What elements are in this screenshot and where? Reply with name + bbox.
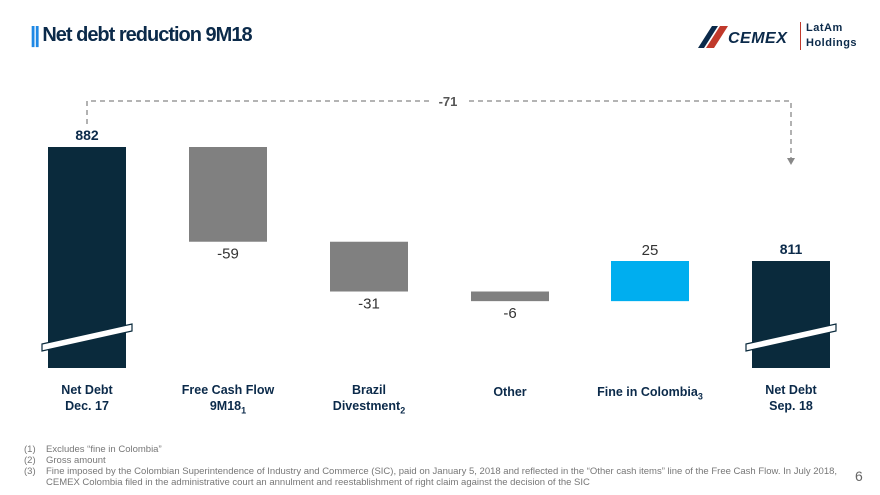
category-label: Free Cash Flow 9M181 (153, 382, 303, 419)
change-bracket (86, 100, 792, 158)
title-bar: || Net debt reduction 9M18 (30, 22, 253, 48)
category-line1: Brazil (351, 383, 387, 397)
data-label: 882 (75, 127, 99, 143)
footnote-text: Gross amount (46, 455, 106, 466)
category-footnote-ref: 1 (241, 405, 247, 416)
waterfall-chart: 882 -59 -31 -6 25 811 -71 (41, 93, 837, 368)
bracket-arrow-icon (787, 158, 795, 165)
page-title: Net debt reduction 9M18 (42, 23, 252, 46)
category-line1: Net Debt (61, 383, 113, 397)
data-label: 811 (780, 241, 803, 257)
waterfall-bar (330, 241, 408, 292)
category-line1: Fine in Colombia (597, 385, 698, 399)
waterfall-bar (471, 291, 549, 302)
category-label: Net Debt Dec. 17 (12, 382, 162, 414)
category-label: Fine in Colombia3 (575, 384, 725, 405)
data-label: 25 (642, 242, 659, 259)
cemex-latam-logo: CEMEX LatAm Holdings (698, 22, 864, 52)
footnote-number: (1) (24, 444, 36, 455)
waterfall-bar (611, 261, 689, 302)
footnotes: (1) Excludes “fine in Colombia” (2) Gros… (24, 444, 844, 488)
footnote: (1) Excludes “fine in Colombia” (24, 444, 844, 455)
cemex-stripes-icon (698, 26, 728, 48)
axis-break-mark (41, 323, 133, 352)
category-line1: Other (493, 385, 527, 399)
footnote-text: Fine imposed by the Colombian Superinten… (46, 466, 838, 488)
footnote-number: (2) (24, 455, 36, 466)
category-line1: Free Cash Flow (181, 383, 275, 397)
axis-break-mark (745, 323, 837, 352)
waterfall-bar (752, 261, 830, 368)
footnote-number: (3) (24, 466, 36, 477)
category-line2: Divestment (332, 399, 401, 413)
footnote: (2) Gross amount (24, 455, 844, 466)
title-mark: || (30, 22, 40, 47)
page-number: 6 (855, 468, 863, 484)
logo-sub-line1: LatAm (806, 22, 843, 34)
logo-separator (800, 22, 801, 50)
category-line2: 9M18 (209, 399, 242, 413)
data-label: -59 (217, 246, 239, 263)
data-label: -31 (358, 296, 380, 313)
category-line2: Dec. 17 (65, 399, 109, 413)
waterfall-bar (189, 147, 267, 242)
category-label: Brazil Divestment2 (294, 382, 444, 419)
logo-sub-line2: Holdings (806, 37, 858, 49)
annotation-background (430, 93, 466, 109)
change-annotation: -71 (439, 94, 458, 109)
category-label: Net Debt Sep. 18 (716, 382, 866, 414)
category-label: Other (435, 384, 585, 400)
footnote: (3) Fine imposed by the Colombian Superi… (24, 466, 844, 488)
category-footnote-ref: 3 (697, 391, 703, 402)
logo-name: CEMEX (728, 30, 788, 47)
footnote-text: Excludes “fine in Colombia” (46, 444, 162, 455)
category-footnote-ref: 2 (400, 405, 406, 416)
category-line2: Sep. 18 (769, 399, 813, 413)
data-label: -6 (503, 305, 516, 322)
category-line1: Net Debt (765, 383, 817, 397)
